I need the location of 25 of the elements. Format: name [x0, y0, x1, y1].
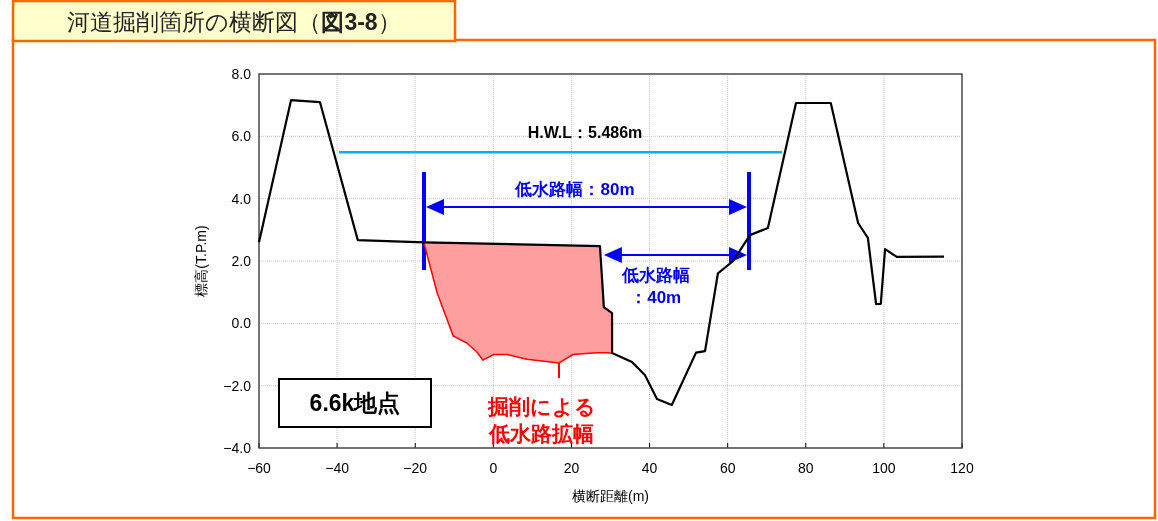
annotation: 低水路幅：80m — [514, 179, 636, 201]
x-tick-label: 0 — [489, 460, 498, 476]
x-tick-label: 40 — [641, 460, 658, 476]
x-tick-label: 60 — [719, 460, 736, 476]
ref-line-label: H.W.L：5.486m — [527, 123, 643, 141]
y-tick-label: 0.0 — [231, 315, 252, 332]
x-tick-label: −60 — [247, 460, 272, 476]
y-tick-label: −4.0 — [223, 440, 252, 456]
x-tick-label: −20 — [403, 460, 428, 476]
annotation: 低水路幅：40m — [620, 265, 691, 310]
annotation: 6.6k地点 — [278, 378, 432, 428]
annotation: 掘削による低水路拡幅 — [486, 394, 597, 448]
chart-title: 河道掘削箇所の横断図（図3-8） — [67, 9, 401, 35]
x-axis-title: 横断距離(m) — [572, 488, 649, 504]
y-tick-label: 2.0 — [231, 253, 252, 269]
x-tick-label: −40 — [325, 460, 350, 476]
y-tick-label: −2.0 — [223, 377, 252, 394]
y-axis-title: 標高(T.P.m) — [193, 225, 209, 297]
x-tick-label: 20 — [563, 460, 580, 476]
x-tick-label: 120 — [950, 460, 974, 476]
x-tick-label: 80 — [797, 460, 814, 476]
x-tick-label: 100 — [872, 460, 896, 476]
y-tick-label: 6.0 — [231, 128, 252, 145]
y-tick-label: 8.0 — [231, 66, 252, 82]
y-tick-label: 4.0 — [231, 190, 252, 207]
